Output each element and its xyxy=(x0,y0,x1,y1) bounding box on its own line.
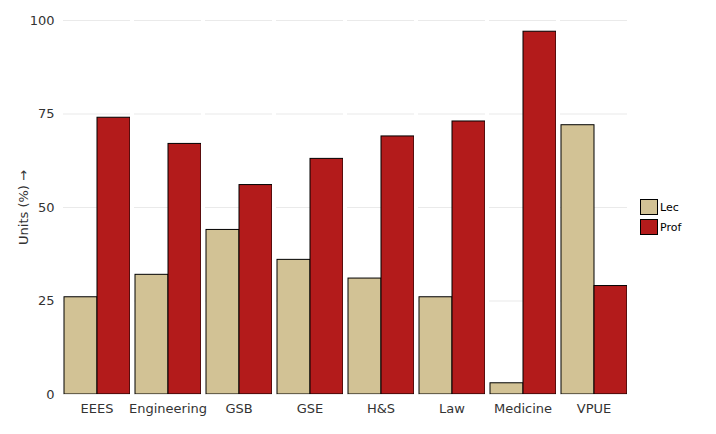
svg-text:GSE: GSE xyxy=(297,401,324,416)
svg-text:Medicine: Medicine xyxy=(494,401,552,416)
svg-text:Law: Law xyxy=(439,401,465,416)
svg-text:25: 25 xyxy=(38,293,55,308)
html-text:Lec: Lec xyxy=(660,200,679,214)
svg-text:VPUE: VPUE xyxy=(577,401,611,416)
svg-text:Engineering: Engineering xyxy=(129,401,207,416)
svg-text:50: 50 xyxy=(38,200,55,215)
svg-text:GSB: GSB xyxy=(225,401,252,416)
svg-text:75: 75 xyxy=(38,106,55,121)
svg-text:Units (%) →: Units (%) → xyxy=(16,170,31,245)
svg-text:0: 0 xyxy=(46,387,54,402)
svg-text:H&S: H&S xyxy=(367,401,395,416)
svg-text:EEES: EEES xyxy=(81,401,114,416)
html-text:Prof: Prof xyxy=(660,220,682,234)
svg-text:100: 100 xyxy=(30,13,55,28)
